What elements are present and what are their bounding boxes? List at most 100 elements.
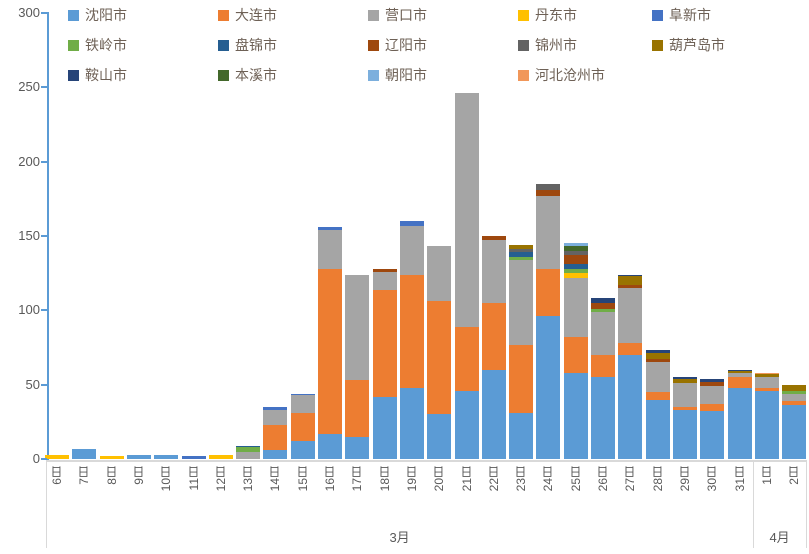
bar-segment [181,456,206,459]
bar-segment [645,359,670,363]
bar-segment [427,246,452,302]
legend-swatch-icon [368,9,379,21]
bar-segment [645,392,670,400]
x-axis-label: 7日 [77,466,92,485]
bar-segment [754,377,779,388]
bar-segment [290,412,315,442]
legend-item: 丹东市 [518,6,577,24]
y-axis-tick-label: 250 [18,79,40,95]
bar-segment [700,411,725,459]
legend-item: 铁岭市 [68,36,127,54]
bar-segment [263,450,288,459]
x-axis-label: 11日 [186,466,201,491]
bar-segment [727,387,752,459]
bar-segment [427,301,452,415]
legend-item: 本溪市 [218,66,277,84]
y-axis-tick-label: 50 [25,376,40,392]
bar-segment [672,406,697,410]
bar-segment [126,454,151,459]
x-axis-label: 9日 [131,466,146,485]
y-axis-tick-label: 150 [18,227,40,243]
bar-segment [591,311,615,355]
bar-segment [563,277,588,338]
legend-label: 大连市 [235,7,277,23]
y-axis-line [47,12,49,460]
bar-segment [563,255,588,265]
bar-segment [754,387,779,391]
month-label: 4月 [769,530,790,545]
legend-label: 鞍山市 [85,67,127,83]
bar-segment [700,386,725,404]
bar-segment [727,372,752,378]
y-axis-tick-label: 200 [18,153,40,169]
x-axis-label: 10日 [159,466,174,492]
x-axis-label: 15日 [295,466,310,492]
bar-segment [399,225,424,275]
x-axis-label: 26日 [596,466,610,492]
x-axis-label: 14日 [268,466,283,492]
bar-segment [399,274,424,388]
legend-item: 盘锦市 [218,36,277,54]
x-axis-label: 21日 [459,466,474,492]
x-axis-label: 25日 [568,466,583,492]
bar-segment [645,350,670,354]
x-axis-label: 18日 [377,466,392,492]
legend-swatch-icon [368,39,379,51]
legend-label: 沈阳市 [85,7,127,23]
bar-segment [99,456,124,459]
bar-segment [672,377,697,379]
bar-segment [536,195,561,269]
bar-segment [645,362,670,393]
bar-segment [208,454,233,459]
y-axis-tick [41,458,47,460]
bar-segment [345,274,370,381]
legend-label: 阜新市 [669,7,711,23]
bar-segment [372,268,397,272]
bar-segment [372,271,397,290]
bar-segment [563,250,588,256]
x-axis-label: 19日 [404,466,419,492]
bar-segment [345,436,370,459]
bar-segment [782,393,807,401]
bar-segment [618,274,643,277]
bar-segment [782,390,807,394]
bar-segment [290,393,315,396]
month-label: 3月 [389,530,410,545]
x-axis-label: 12日 [213,466,228,492]
y-axis-tick [41,309,47,312]
bar-segment [618,288,643,344]
legend-item: 阜新市 [652,6,711,24]
bar-segment [754,390,779,459]
bar-segment [509,256,534,260]
bar-segment [563,337,588,373]
y-axis-tick-label: 300 [18,4,40,20]
bar-segment [536,183,561,190]
bar-segment [782,405,807,459]
bar-segment [345,380,370,437]
bar-segment [754,374,779,378]
x-axis-label: 28日 [650,466,665,492]
y-axis-tick [41,11,47,14]
x-axis-label: 27日 [623,466,638,492]
bar-segment [672,409,697,459]
month-separator-line [806,460,807,548]
bar-segment [509,344,534,413]
bar-segment [727,371,752,373]
bar-segment [563,264,588,269]
legend-swatch-icon [68,9,79,21]
legend-swatch-icon [68,69,79,81]
legend-swatch-icon [518,39,529,51]
y-axis-tick-label: 0 [32,451,40,466]
bar-segment [700,381,725,387]
legend-swatch-icon [68,39,79,51]
x-axis-label: 24日 [541,466,556,492]
legend-item: 葫芦岛市 [652,36,725,54]
legend-item: 辽阳市 [368,36,427,54]
bar-segment [645,399,670,459]
bar-segment [318,230,342,269]
bar-segment [481,240,506,303]
legend-label: 锦州市 [535,37,577,53]
x-axis-label: 20日 [432,466,447,492]
bar-segment [318,268,342,434]
